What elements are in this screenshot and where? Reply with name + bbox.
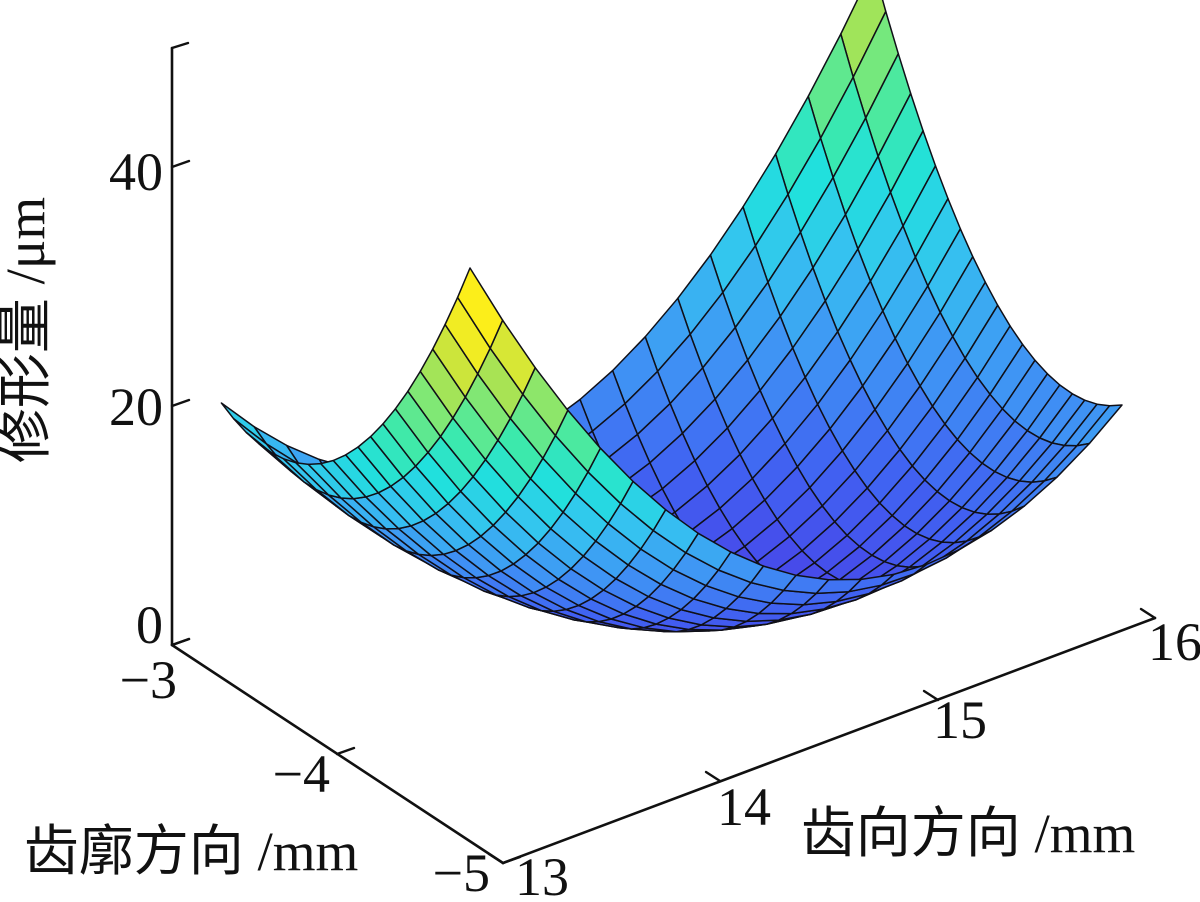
surface-face bbox=[220, 402, 268, 445]
z-tick-label-40: 40 bbox=[109, 142, 163, 202]
axes: 40 20 0 −3 −4 −5 13 14 15 16 齿向方向 /mm 齿廓… bbox=[0, 41, 1200, 902]
x-axis-title: 齿向方向 /mm bbox=[801, 803, 1136, 864]
x-tick-13 bbox=[487, 852, 505, 865]
y-axis-title: 齿廓方向 /mm bbox=[24, 821, 359, 882]
x-tick-15 bbox=[922, 689, 940, 702]
x-tick-label-16: 16 bbox=[1148, 612, 1200, 672]
x-tick-label-14: 14 bbox=[717, 777, 771, 837]
z-tick-40 bbox=[170, 159, 191, 169]
y-tick-neg3 bbox=[170, 637, 191, 647]
z-tick-label-20: 20 bbox=[109, 377, 163, 437]
x-tick-16 bbox=[1139, 607, 1157, 620]
y-tick-neg5 bbox=[501, 855, 522, 865]
y-tick-label-neg5: −5 bbox=[433, 843, 490, 902]
y-tick-neg4 bbox=[335, 746, 356, 756]
surface-face bbox=[456, 267, 504, 349]
y-tick-label-neg4: −4 bbox=[273, 744, 330, 804]
z-axis-top-tick bbox=[170, 41, 190, 50]
x-axis-line bbox=[501, 616, 1157, 865]
z-tick-20 bbox=[170, 398, 191, 408]
x-tick-label-13: 13 bbox=[515, 847, 569, 902]
y-tick-label-neg3: −3 bbox=[120, 650, 177, 710]
surface-mesh bbox=[220, 0, 1123, 633]
x-tick-label-15: 15 bbox=[933, 690, 987, 750]
z-tick-label-0: 0 bbox=[136, 595, 163, 655]
x-tick-14 bbox=[704, 770, 722, 783]
z-axis-title: 修形量 /μm bbox=[0, 197, 56, 463]
